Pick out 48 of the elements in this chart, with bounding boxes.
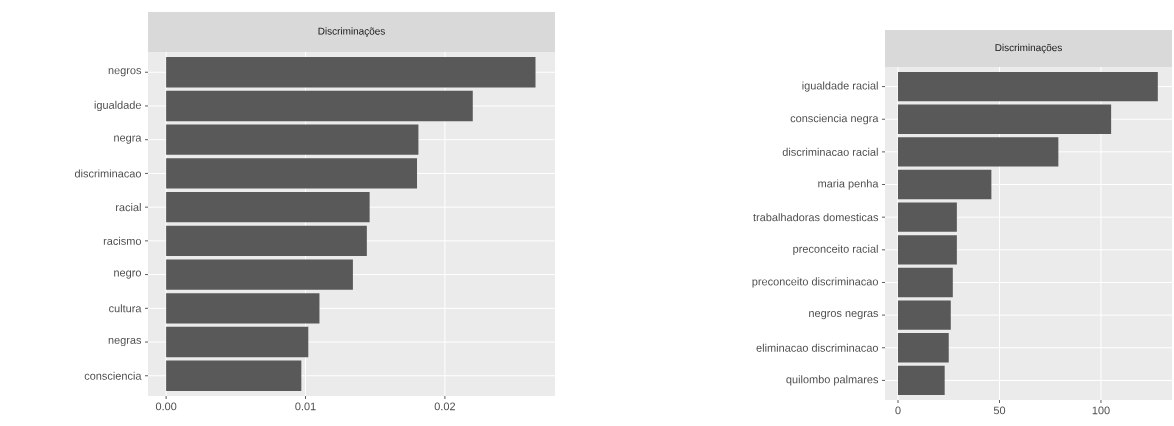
y-tick-label: consciencia negra [790, 114, 879, 125]
y-tick-label: discriminacao racial [782, 147, 878, 156]
bar [166, 225, 367, 257]
y-tick-label: discriminacao [74, 169, 141, 178]
bar [898, 300, 951, 330]
y-tick-label: cultura [109, 304, 142, 313]
bar [898, 267, 953, 298]
bar [166, 293, 320, 324]
bar [166, 57, 536, 88]
x-tick-label: 0 [895, 406, 901, 415]
chart-title: Discriminações [995, 43, 1062, 54]
bar [166, 124, 419, 155]
bar [898, 137, 1059, 167]
y-tick-label: negros [108, 68, 142, 77]
y-tick-label: racismo [103, 236, 142, 245]
y-tick-label: consciencia [84, 371, 142, 380]
bar [166, 259, 353, 290]
x-tick-label: 0.02 [434, 402, 456, 411]
x-tick-label: 0.01 [295, 402, 316, 411]
bar [166, 158, 418, 189]
y-tick-label: preconceito discriminacao [752, 277, 878, 288]
x-tick-label: 0.00 [155, 402, 177, 411]
bar [898, 104, 1112, 134]
y-tick-label: preconceito racial [793, 244, 878, 255]
bar [898, 71, 1158, 102]
y-tick-label: igualdade [94, 100, 141, 112]
bar [898, 235, 957, 265]
bar [166, 360, 302, 391]
y-tick-label: maria penha [818, 179, 879, 190]
y-tick-label: trabalhadoras domesticas [753, 213, 879, 222]
y-tick-label: igualdade racial [802, 81, 878, 92]
bar [898, 169, 992, 200]
y-tick-label: negros negras [809, 311, 879, 320]
y-tick-label: negras [108, 337, 142, 347]
bar [898, 365, 945, 396]
y-tick-label: negra [114, 135, 142, 144]
y-tick-label: eliminacao discriminacao [756, 343, 878, 352]
bar [166, 90, 473, 122]
chart-title: Discriminações [318, 27, 385, 37]
y-tick-label: negro [114, 270, 142, 279]
x-tick-label: 100 [1092, 406, 1110, 415]
x-tick-label: 50 [993, 406, 1006, 415]
y-tick-label: racial [116, 203, 141, 212]
bar [166, 326, 309, 358]
bar [166, 191, 370, 223]
y-tick-label: quilombo palmares [786, 375, 879, 386]
bar [898, 202, 957, 232]
bar [898, 333, 949, 363]
